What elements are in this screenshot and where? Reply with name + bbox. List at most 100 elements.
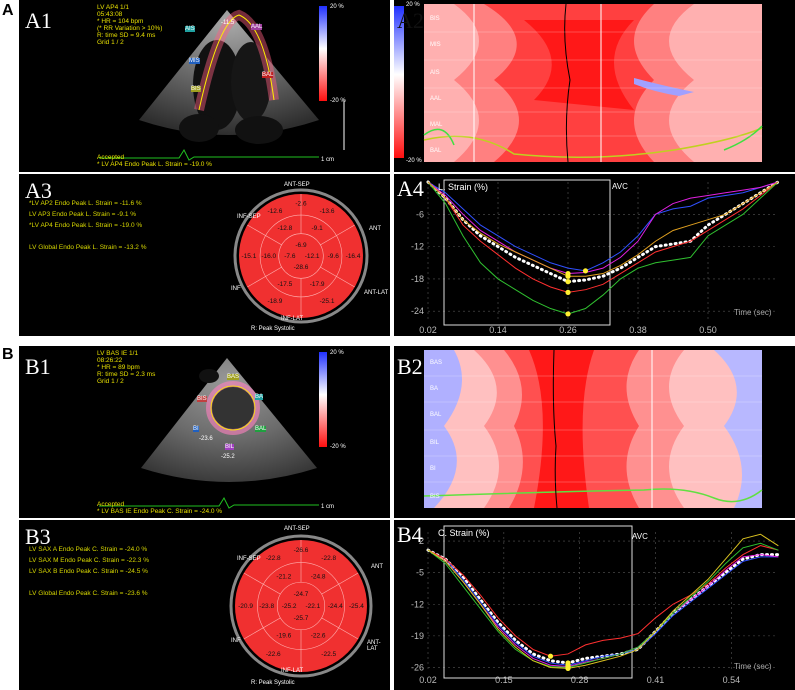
panel-label-b4: B4 (397, 522, 423, 547)
b1-seg-bas: BAS (227, 374, 240, 380)
a1-seg-bal: BAL (262, 72, 274, 78)
b3-bull-spoke (243, 617, 281, 640)
a4-ytick: -18 (411, 274, 424, 284)
b4-ytick: -5 (416, 568, 424, 578)
b3-bull-segment-value: -25.4 (349, 603, 364, 610)
a1-scale-unit: 1 cm (321, 157, 335, 163)
a1-seg-bis: BIS (191, 86, 201, 92)
b1-scale-bottom: -20 % (330, 444, 346, 450)
a1-scale-bottom: -20 % (330, 98, 346, 104)
a4-xtick: 0.50 (699, 325, 717, 335)
b3-bull-segment-value: -22.8 (321, 555, 336, 562)
a3-bull-segment-value: -17.5 (277, 281, 292, 288)
b4-series-0 (426, 548, 780, 665)
b3-bull-ring (229, 534, 373, 678)
a3-bull-disc (239, 194, 363, 318)
a3-bull-segment-value: -18.9 (268, 298, 283, 305)
b3-bull-segment-value: -22.5 (321, 651, 336, 658)
a2-row-1: MIS (430, 42, 441, 48)
a1-header-1: 05:43:08 (97, 11, 123, 18)
a1-footer-0: Accepted (97, 154, 125, 161)
b4-ytick: -12 (411, 599, 424, 609)
echo-image-a1 (99, 6, 345, 161)
a4-avc-box (443, 179, 611, 326)
b3-bull-segment-value: -24.4 (328, 603, 343, 610)
a3-bull-tl: INF-SEP (237, 214, 261, 220)
b2-row-4: BI (430, 466, 436, 472)
b1-header-0: LV BAS IE 1/1 (97, 350, 139, 357)
b3-bull-segment-value: -22.1 (305, 603, 320, 610)
a3-bull-segment-value: -12.6 (268, 208, 283, 215)
b4-chart-title: C. Strain (%) (438, 528, 490, 538)
b3-bull-right: ANT (371, 564, 383, 570)
figure-letter-a: A (2, 2, 14, 19)
b3-bull-segment-value: -23.8 (259, 603, 274, 610)
b1-header-2: * HR = 89 bpm (97, 364, 140, 371)
a4-xtick: 0.02 (419, 325, 437, 335)
a1-header-5: Grid 1 / 2 (97, 39, 124, 46)
b3-bull-spoke (321, 572, 359, 595)
a1-header-4: R: time SD = 9.4 ms (97, 32, 156, 39)
b1-footer-1: * LV BAS IE Endo Peak C. Strain = -24.0 … (97, 508, 223, 515)
a4-series-0 (426, 180, 780, 284)
b3-strain-2: LV SAX B Endo Peak C. Strain = -24.5 % (29, 568, 148, 575)
a3-bull-spoke (247, 224, 282, 246)
b1-seg-bal: BAL (255, 426, 267, 432)
a3-bull-spoke (247, 266, 282, 288)
a1-seg-mis: MIS (189, 58, 200, 64)
a1-seg-value: -11.5 (221, 20, 235, 26)
panel-label-b1: B1 (25, 354, 51, 379)
a3-bull-segment-value: -16.4 (346, 253, 361, 260)
b1-seg-value-1: -23.6 (199, 436, 213, 442)
echo-image-b1 (99, 352, 327, 509)
b3-bull-segment-value: -26.6 (294, 547, 309, 554)
a2-row-0: BIS (430, 16, 440, 22)
b4-ytick: 2 (419, 536, 424, 546)
b3-bull-segment-value: -19.6 (276, 633, 291, 640)
panel-a2: A2 BIS MIS AIS AAL MAL BAL 20 % -20 % (394, 0, 795, 172)
b3-bull-segment-value: -22.6 (311, 633, 326, 640)
a1-scale-top: 20 % (330, 4, 344, 10)
a4-chart-title: L. Strain (%) (438, 182, 489, 192)
b3-bull-segment-value: -25.2 (282, 603, 297, 610)
b4-series-1 (427, 549, 779, 666)
a4-series-5 (427, 181, 779, 277)
a3-bull-segment-value: -28.6 (294, 264, 309, 271)
a4-avc: AVC (612, 182, 628, 191)
b4-series-3 (427, 545, 779, 657)
a3-bull-br: ANT-LAT (364, 290, 389, 296)
b2-row-2: BAL (430, 412, 442, 418)
a4-ytick: -6 (416, 209, 424, 219)
a3-strain-1: LV AP3 Endo Peak L. Strain = -9.1 % (29, 211, 137, 218)
a1-seg-ais: AIS (185, 26, 195, 32)
b2-row-0: BAS (430, 360, 443, 366)
panel-b1: B1 LV BAS IE 1/1 08:26:22 * HR = 89 bpm … (19, 346, 390, 518)
a2-scale-bottom: -20 % (406, 158, 422, 164)
panel-label-a3: A3 (25, 178, 52, 203)
a3-bull-segment-value: -25.1 (320, 298, 335, 305)
a1-header-3: (* RR Variation > 10%) (97, 25, 163, 32)
a1-header-0: LV AP4 1/1 (97, 4, 130, 11)
b4-xtick: 0.28 (571, 675, 589, 685)
a4-ytick: -12 (411, 242, 424, 252)
a3-bull-bottom: INF-LAT (281, 316, 304, 322)
b4-xtick: 0.41 (647, 675, 665, 685)
b1-seg-value-2: -25.2 (221, 454, 235, 460)
b3-bull-segment-value: -22.6 (266, 651, 281, 658)
a3-bull-footer: R: Peak Systolic (251, 326, 295, 332)
a3-bull-segment-value: -12.8 (277, 225, 292, 232)
b3-bull-br: ANT-LAT (367, 640, 381, 652)
b1-scale-top: 20 % (330, 350, 344, 356)
a4-xtick: 0.38 (629, 325, 647, 335)
b3-bull-footer: R: Peak Systolic (251, 680, 295, 686)
a3-bull-segment-value: -6.9 (295, 242, 307, 249)
a3-bull-segment-value: -9.6 (328, 253, 340, 260)
b3-bull-segment-value: -22.8 (266, 555, 281, 562)
b1-seg-ba: BA (255, 394, 264, 400)
b2-row-5: BIS (430, 494, 440, 500)
a4-peak-marker (582, 268, 589, 274)
a2-row-5: BAL (430, 148, 442, 154)
a4-peak-marker (565, 279, 571, 285)
a4-ytick: -24 (411, 306, 424, 316)
a2-row-3: AAL (430, 96, 442, 102)
